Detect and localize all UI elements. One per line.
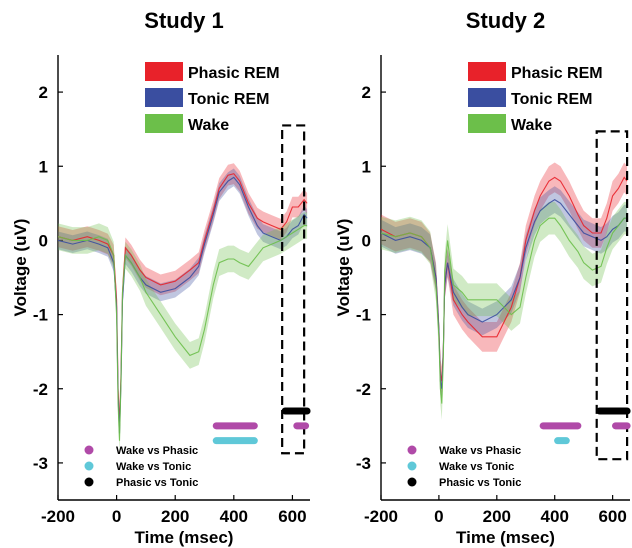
x-axis-label: Time (msec) bbox=[135, 528, 234, 547]
sig-legend-label: Phasic vs Tonic bbox=[116, 477, 198, 489]
y-tick-label: -1 bbox=[356, 306, 371, 325]
x-tick-label: 400 bbox=[220, 507, 248, 526]
x-tick-label: 200 bbox=[161, 507, 189, 526]
chart-panel-2: Study 2 -3 -2 -1 0 1 2 -200 0 200 400 600 Time (msec… bbox=[334, 8, 631, 547]
sig-legend-label: Phasic vs Tonic bbox=[439, 477, 521, 489]
legend-label: Wake bbox=[188, 117, 229, 134]
x-tick-label: 600 bbox=[278, 507, 306, 526]
y-tick-label: 2 bbox=[39, 83, 48, 102]
chart-title: Study 2 bbox=[466, 8, 545, 33]
x-tick-label: -200 bbox=[364, 507, 398, 526]
series-band-tonic-rem bbox=[381, 186, 628, 403]
sig-legend-marker bbox=[407, 461, 417, 471]
x-tick-label: 0 bbox=[112, 507, 121, 526]
y-tick-label: 2 bbox=[362, 83, 371, 102]
series-line-wake bbox=[58, 225, 308, 441]
chart-panel-1: Study 1 -3 -2 -1 0 1 2 -200 0 200 400 600 Time (msec… bbox=[11, 8, 311, 547]
y-tick-label: 0 bbox=[362, 231, 371, 250]
series-line-wake bbox=[381, 217, 628, 404]
legend-swatch bbox=[468, 88, 506, 107]
legend-label: Phasic REM bbox=[511, 65, 603, 82]
x-tick-label: 0 bbox=[434, 507, 443, 526]
sig-legend-label: Wake vs Phasic bbox=[116, 445, 198, 457]
x-tick-label: -200 bbox=[41, 507, 75, 526]
chart-title: Study 1 bbox=[144, 8, 223, 33]
highlight-window bbox=[595, 130, 629, 461]
y-tick-label: 1 bbox=[39, 157, 48, 176]
legend-label: Wake bbox=[511, 117, 552, 134]
series-band-wake bbox=[58, 212, 308, 454]
sig-legend-marker bbox=[407, 445, 417, 455]
y-tick-label: 1 bbox=[362, 157, 371, 176]
legend-label: Tonic REM bbox=[188, 91, 269, 108]
legend-label: Phasic REM bbox=[188, 65, 280, 82]
highlight-window bbox=[281, 124, 306, 455]
legend-label: Tonic REM bbox=[511, 91, 592, 108]
y-tick-label: 0 bbox=[39, 231, 48, 250]
sig-legend-marker bbox=[84, 477, 94, 487]
y-tick-label: -3 bbox=[33, 454, 48, 473]
y-tick-label: -3 bbox=[356, 454, 371, 473]
y-tick-label: -1 bbox=[33, 306, 48, 325]
y-tick-label: -2 bbox=[356, 380, 371, 399]
y-axis-label: Voltage (uV) bbox=[334, 219, 353, 317]
x-tick-label: 200 bbox=[483, 507, 511, 526]
legend-swatch bbox=[468, 62, 506, 81]
sig-legend-label: Wake vs Tonic bbox=[116, 461, 191, 473]
series-band-phasic-rem bbox=[58, 163, 308, 437]
series-band-tonic-rem bbox=[58, 168, 308, 443]
y-axis-label: Voltage (uV) bbox=[11, 219, 30, 317]
x-tick-label: 600 bbox=[598, 507, 626, 526]
legend-swatch bbox=[145, 62, 183, 81]
series-band-wake bbox=[381, 201, 628, 420]
sig-legend-label: Wake vs Phasic bbox=[439, 445, 521, 457]
legend-swatch bbox=[145, 88, 183, 107]
sig-legend-marker bbox=[84, 461, 94, 471]
x-axis-label: Time (msec) bbox=[456, 528, 555, 547]
x-tick-label: 400 bbox=[541, 507, 569, 526]
y-tick-label: -2 bbox=[33, 380, 48, 399]
sig-legend-marker bbox=[84, 445, 94, 455]
sig-legend-label: Wake vs Tonic bbox=[439, 461, 514, 473]
legend-swatch bbox=[145, 114, 183, 133]
sig-legend-marker bbox=[407, 477, 417, 487]
legend-swatch bbox=[468, 114, 506, 133]
series-line-phasic-rem bbox=[58, 173, 308, 426]
